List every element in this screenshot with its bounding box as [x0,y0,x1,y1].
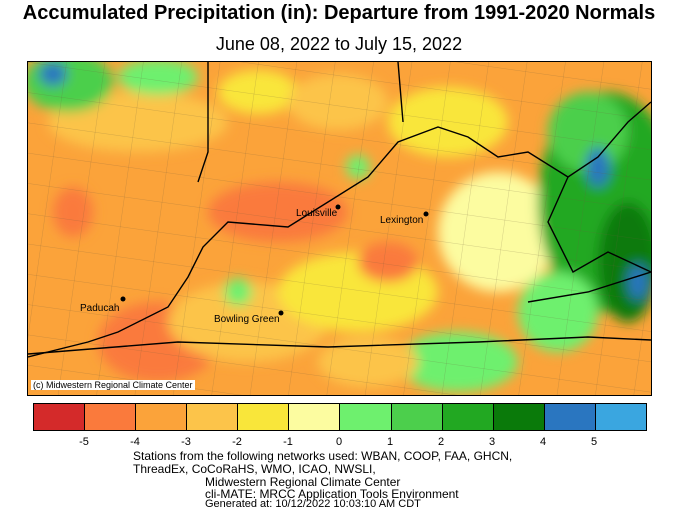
map-title: Accumulated Precipitation (in): Departur… [22,2,656,24]
legend-tick: 2 [437,436,445,448]
city-markers [120,204,429,316]
legend-tick: 3 [488,436,496,448]
legend-tick: -5 [79,436,89,448]
legend-swatch [544,404,596,430]
date-range: June 08, 2022 to July 15, 2022 [215,34,463,54]
legend-tick: -1 [283,436,293,448]
legend-swatch [442,404,494,430]
footer-networks-line2: ThreadEx, CoCoRaHS, WMO, ICAO, NWSLI, [133,462,376,476]
city-label-bowling-green: Bowling Green [214,314,280,325]
legend-swatch [34,404,86,430]
legend-swatch [289,404,341,430]
legend-swatch [187,404,239,430]
footer-networks-line1: Stations from the following networks use… [133,449,513,463]
legend-tick: 4 [539,436,547,448]
legend-swatch [391,404,443,430]
city-dot-bowling-green [278,310,284,316]
footer-mrcc: Midwestern Regional Climate Center [205,475,401,489]
legend-tick: 0 [335,436,343,448]
legend-tick: -2 [232,436,242,448]
city-dot-lexington [423,211,429,217]
legend-tick: -4 [130,436,140,448]
legend-swatch [136,404,188,430]
map-graphic [28,62,651,395]
footer-climate-tool: cli-MATE: MRCC Application Tools Environ… [205,487,459,501]
city-dot-louisville [335,204,341,210]
footer-generated: Generated at: 10/12/2022 10:03:10 AM CDT [205,498,421,510]
precipitation-map [27,61,652,396]
county-lines [28,62,651,395]
legend-tick: 5 [590,436,598,448]
legend-swatch [238,404,290,430]
legend-swatch [595,404,646,430]
legend-swatch [85,404,137,430]
legend-swatch [493,404,545,430]
legend-tick: 1 [386,436,394,448]
state-borders [28,62,651,358]
city-dot-paducah [120,296,126,302]
copyright-label: (c) Midwestern Regional Climate Center [31,380,195,390]
color-legend [33,403,647,431]
city-label-lexington: Lexington [380,215,424,226]
legend-swatch [340,404,392,430]
legend-tick: -3 [181,436,191,448]
city-label-louisville: Louisville [296,208,338,219]
city-label-paducah: Paducah [80,303,120,314]
